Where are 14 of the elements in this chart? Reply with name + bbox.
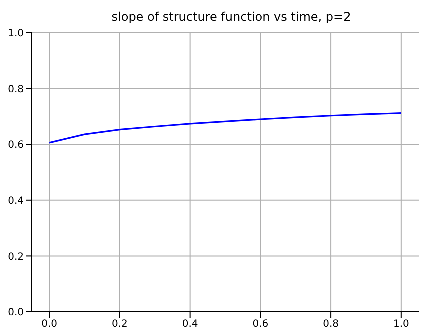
x-tick-label: 0.2: [112, 319, 128, 330]
y-tick-label: 0.8: [8, 84, 24, 96]
x-tick-label: 0.0: [42, 319, 58, 330]
x-tick-label: 0.8: [323, 319, 339, 330]
y-tick-label: 0.2: [8, 252, 24, 263]
y-tick-label: 0.6: [8, 140, 24, 152]
x-tick-label: 1.0: [393, 319, 410, 330]
x-tick-label: 0.4: [182, 319, 198, 330]
y-tick-label: 1.0: [8, 28, 24, 40]
y-tick-label: 0.4: [8, 196, 24, 207]
line-series: [48, 112, 402, 144]
y-tick-label: 0.0: [8, 308, 24, 319]
chart-title: slope of structure function vs time, p=2: [110, 10, 352, 24]
x-tick-label: 0.6: [252, 319, 269, 330]
